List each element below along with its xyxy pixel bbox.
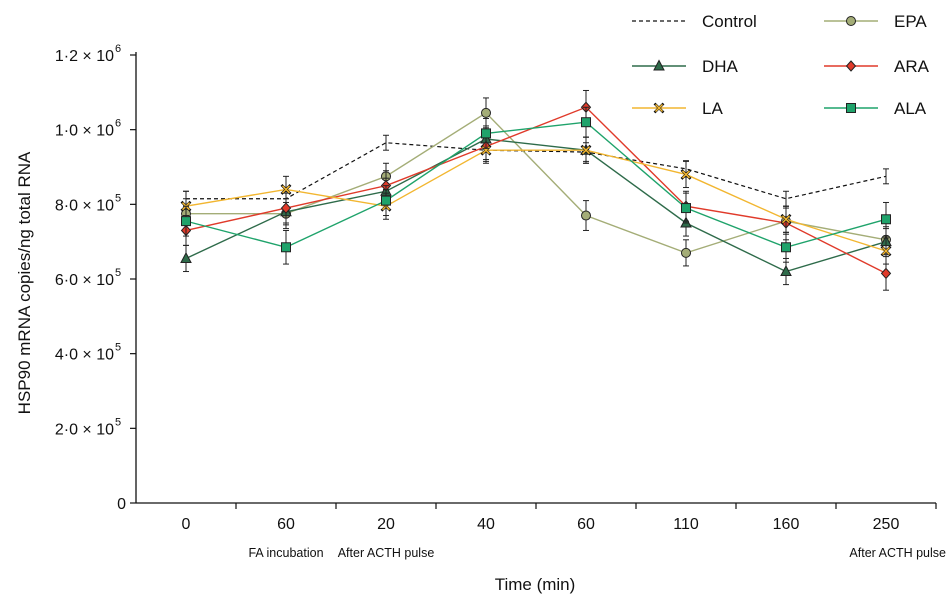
data-point [180,251,192,263]
x-tick-label: 40 [477,516,495,533]
data-point [481,128,491,139]
y-tick-exponent: 5 [115,416,121,428]
data-point [581,146,591,155]
y-tick-label: 2·0 × 10 [55,421,114,438]
legend-item-control: Control [632,12,757,31]
data-point [653,59,665,71]
data-point [881,214,891,225]
data-point [780,264,792,277]
y-tick-exponent: 5 [115,267,121,279]
data-point [581,210,591,221]
y-tick-label: 1·2 × 10 [55,48,114,65]
legend-label: EPA [894,12,927,31]
y-tick-label: 4·0 × 10 [55,347,114,364]
legend-item-ara: ARA [824,57,930,76]
phase-label: FA incubation [248,546,323,560]
legend-item-ala: ALA [824,99,927,118]
data-point [781,215,791,224]
data-point [881,246,891,256]
x-tick-label: 60 [277,516,295,533]
series-line [185,138,887,273]
data-point [846,103,856,113]
x-tick-label: 110 [673,516,699,533]
x-tick-label: 160 [773,516,800,533]
data-point [281,242,291,253]
data-point [681,170,691,179]
legend-label: Control [702,12,757,31]
y-tick-exponent: 5 [115,342,121,354]
y-tick-exponent: 5 [115,192,121,204]
x-tick-label: 60 [577,516,595,533]
axes: 02·0 × 10 54·0 × 10 56·0 × 10 58·0 × 10 51·0… [55,43,946,560]
legend-label: ARA [894,57,930,76]
y-axis-title: HSP90 mRNA copies/ng total RNA [15,151,34,414]
legend: Control EPA DHA ARA LA ALA [632,12,930,118]
legend-label: LA [702,99,723,118]
data-point [846,16,856,26]
phase-label: After ACTH pulse [338,546,435,560]
plot-area [180,89,892,291]
series-line [186,142,887,200]
legend-label: ALA [894,99,927,118]
data-point [481,107,491,118]
data-point [280,202,292,214]
phase-label: After ACTH pulse [849,546,946,560]
data-point [281,185,291,194]
legend-item-la: LA [632,99,723,118]
data-point [681,247,691,258]
legend-item-epa: EPA [824,12,927,31]
data-point [654,103,664,113]
series-line [185,149,887,252]
series-line [185,106,887,275]
y-tick-label: 6·0 × 10 [55,272,114,289]
legend-label: DHA [702,57,739,76]
x-tick-label: 20 [377,516,395,533]
data-point [181,216,191,227]
series-control [183,134,889,207]
series-line [186,111,887,254]
y-tick-exponent: 6 [115,43,121,55]
data-point [581,117,591,128]
data-point [845,60,857,72]
legend-item-dha: DHA [632,57,739,76]
y-tick-label: 1·0 × 10 [55,123,114,140]
x-tick-label: 0 [182,516,191,533]
series-line [185,121,887,249]
series-ala [181,106,891,265]
x-tick-label: 250 [873,516,900,533]
data-point [880,267,892,280]
data-point [781,242,791,253]
x-axis-title: Time (min) [495,575,576,594]
y-tick-exponent: 6 [115,118,121,130]
y-tick-label: 0 [117,496,126,513]
data-point [381,195,391,206]
data-point [681,203,691,214]
series-epa [181,97,891,267]
y-tick-label: 8·0 × 10 [55,197,114,214]
